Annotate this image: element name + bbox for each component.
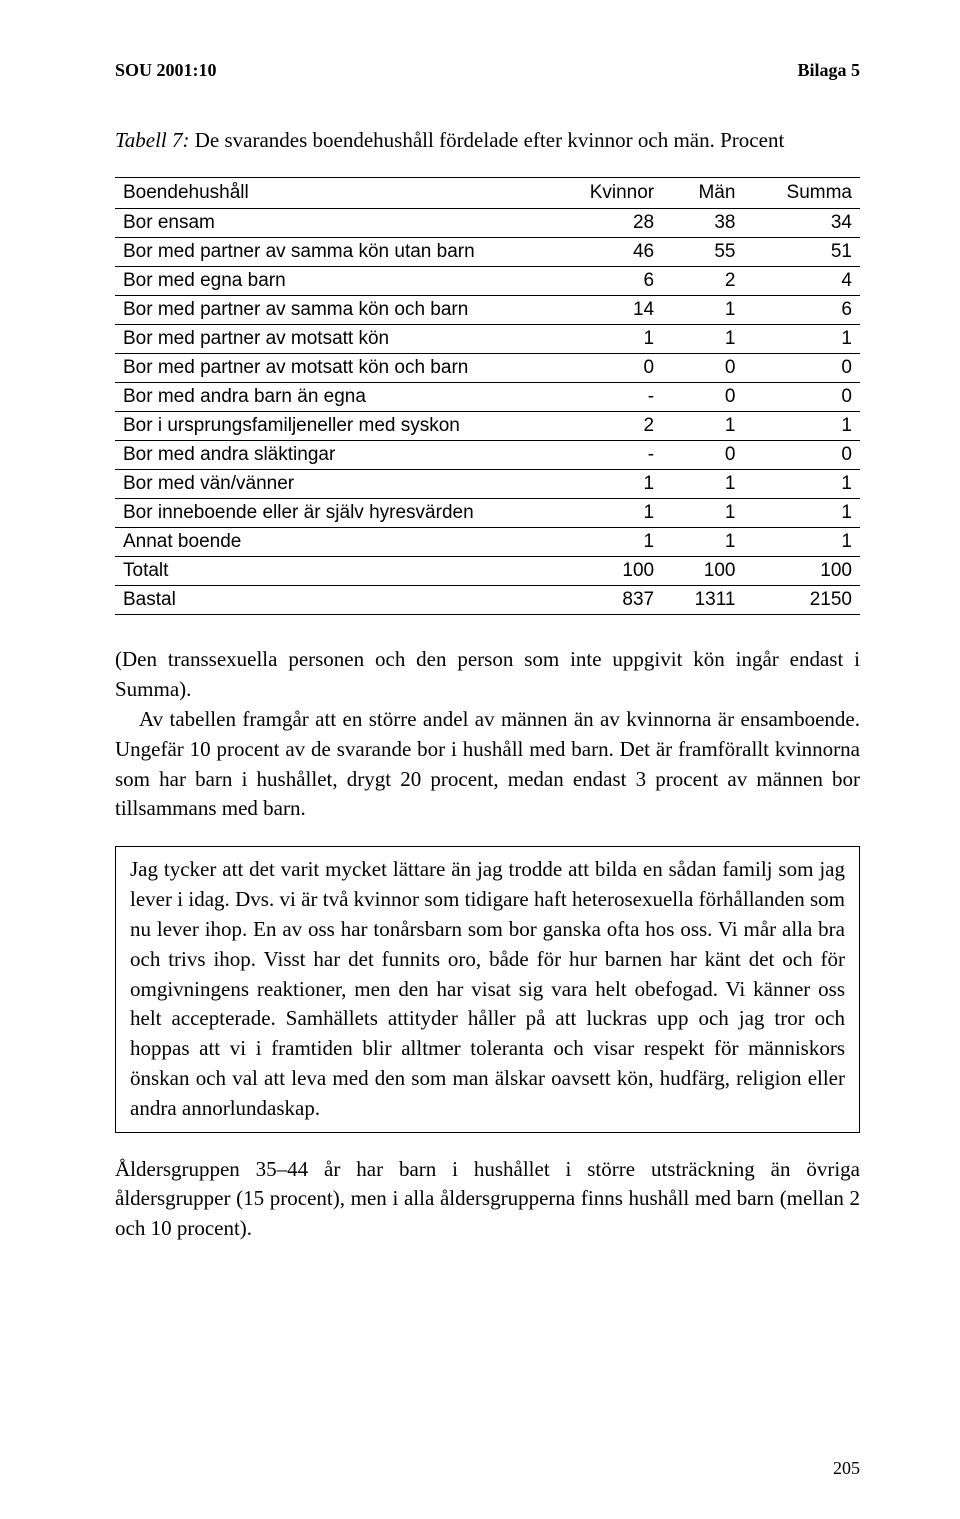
cell-value: 0 — [547, 354, 662, 383]
cell-value: 100 — [547, 557, 662, 586]
page-header: SOU 2001:10 Bilaga 5 — [115, 60, 860, 81]
table-row: Bor med partner av motsatt kön och barn0… — [115, 354, 860, 383]
para1-l1: (Den transsexuella personen och den pers… — [115, 647, 860, 701]
cell-label: Bor med andra barn än egna — [115, 383, 547, 412]
cell-label: Bor inneboende eller är själv hyresvärde… — [115, 499, 547, 528]
cell-value: 0 — [743, 383, 860, 412]
cell-value: 1 — [547, 325, 662, 354]
body-paragraph-1: (Den transsexuella personen och den pers… — [115, 645, 860, 824]
cell-value: 1 — [743, 470, 860, 499]
cell-value: 1311 — [662, 586, 743, 615]
cell-value: 55 — [662, 238, 743, 267]
cell-label: Annat boende — [115, 528, 547, 557]
table-row: Totalt100100100 — [115, 557, 860, 586]
cell-value: 837 — [547, 586, 662, 615]
cell-label: Bor med egna barn — [115, 267, 547, 296]
table-row: Annat boende111 — [115, 528, 860, 557]
col-header: Summa — [743, 178, 860, 209]
data-table: Boendehushåll Kvinnor Män Summa Bor ensa… — [115, 177, 860, 615]
table-row: Bor med andra släktingar-00 — [115, 441, 860, 470]
quote-box: Jag tycker att det varit mycket lättare … — [115, 846, 860, 1132]
cell-value: 0 — [662, 354, 743, 383]
table-caption: Tabell 7: De svarandes boendehushåll för… — [115, 126, 860, 155]
cell-value: 100 — [662, 557, 743, 586]
table-row: Bor med partner av samma kön utan barn46… — [115, 238, 860, 267]
table-row: Bor med partner av motsatt kön111 — [115, 325, 860, 354]
table-row: Bor med egna barn624 — [115, 267, 860, 296]
header-right: Bilaga 5 — [797, 60, 860, 81]
cell-value: - — [547, 441, 662, 470]
cell-label: Bor ensam — [115, 209, 547, 238]
cell-value: 0 — [743, 441, 860, 470]
page-number: 205 — [833, 1458, 860, 1479]
cell-label: Bor med partner av samma kön och barn — [115, 296, 547, 325]
cell-value: 1 — [547, 470, 662, 499]
cell-value: 0 — [743, 354, 860, 383]
cell-value: 1 — [743, 528, 860, 557]
cell-label: Bor med andra släktingar — [115, 441, 547, 470]
cell-value: 6 — [547, 267, 662, 296]
cell-label: Bor med partner av samma kön utan barn — [115, 238, 547, 267]
cell-label: Bor med partner av motsatt kön och barn — [115, 354, 547, 383]
cell-label: Totalt — [115, 557, 547, 586]
cell-label: Bor med partner av motsatt kön — [115, 325, 547, 354]
cell-value: 1 — [547, 528, 662, 557]
cell-value: 2 — [662, 267, 743, 296]
cell-value: 1 — [662, 412, 743, 441]
cell-value: 4 — [743, 267, 860, 296]
col-header: Kvinnor — [547, 178, 662, 209]
cell-value: 2150 — [743, 586, 860, 615]
cell-value: 34 — [743, 209, 860, 238]
cell-value: 1 — [743, 412, 860, 441]
cell-value: 51 — [743, 238, 860, 267]
header-left: SOU 2001:10 — [115, 60, 217, 81]
caption-text: De svarandes boendehushåll fördelade eft… — [189, 128, 784, 152]
table-header-row: Boendehushåll Kvinnor Män Summa — [115, 178, 860, 209]
caption-label: Tabell 7: — [115, 128, 189, 152]
cell-value: 6 — [743, 296, 860, 325]
table-row: Bastal83713112150 — [115, 586, 860, 615]
table-row: Bor ensam283834 — [115, 209, 860, 238]
col-header: Män — [662, 178, 743, 209]
table-row: Bor med partner av samma kön och barn141… — [115, 296, 860, 325]
cell-value: 38 — [662, 209, 743, 238]
cell-value: - — [547, 383, 662, 412]
cell-value: 1 — [662, 296, 743, 325]
cell-label: Bor med vän/vänner — [115, 470, 547, 499]
cell-value: 1 — [743, 325, 860, 354]
col-header: Boendehushåll — [115, 178, 547, 209]
cell-label: Bastal — [115, 586, 547, 615]
cell-value: 1 — [662, 325, 743, 354]
table-row: Bor inneboende eller är själv hyresvärde… — [115, 499, 860, 528]
cell-value: 100 — [743, 557, 860, 586]
cell-value: 46 — [547, 238, 662, 267]
cell-label: Bor i ursprungsfamiljeneller med syskon — [115, 412, 547, 441]
table-row: Bor med andra barn än egna-00 — [115, 383, 860, 412]
cell-value: 1 — [743, 499, 860, 528]
table-row: Bor i ursprungsfamiljeneller med syskon2… — [115, 412, 860, 441]
cell-value: 1 — [662, 499, 743, 528]
cell-value: 1 — [662, 528, 743, 557]
cell-value: 14 — [547, 296, 662, 325]
cell-value: 0 — [662, 383, 743, 412]
cell-value: 1 — [662, 470, 743, 499]
table-row: Bor med vän/vänner111 — [115, 470, 860, 499]
para1-l2: Av tabellen framgår att en större andel … — [115, 705, 860, 824]
cell-value: 28 — [547, 209, 662, 238]
body-paragraph-2: Åldersgruppen 35–44 år har barn i hushål… — [115, 1155, 860, 1244]
cell-value: 0 — [662, 441, 743, 470]
cell-value: 1 — [547, 499, 662, 528]
cell-value: 2 — [547, 412, 662, 441]
